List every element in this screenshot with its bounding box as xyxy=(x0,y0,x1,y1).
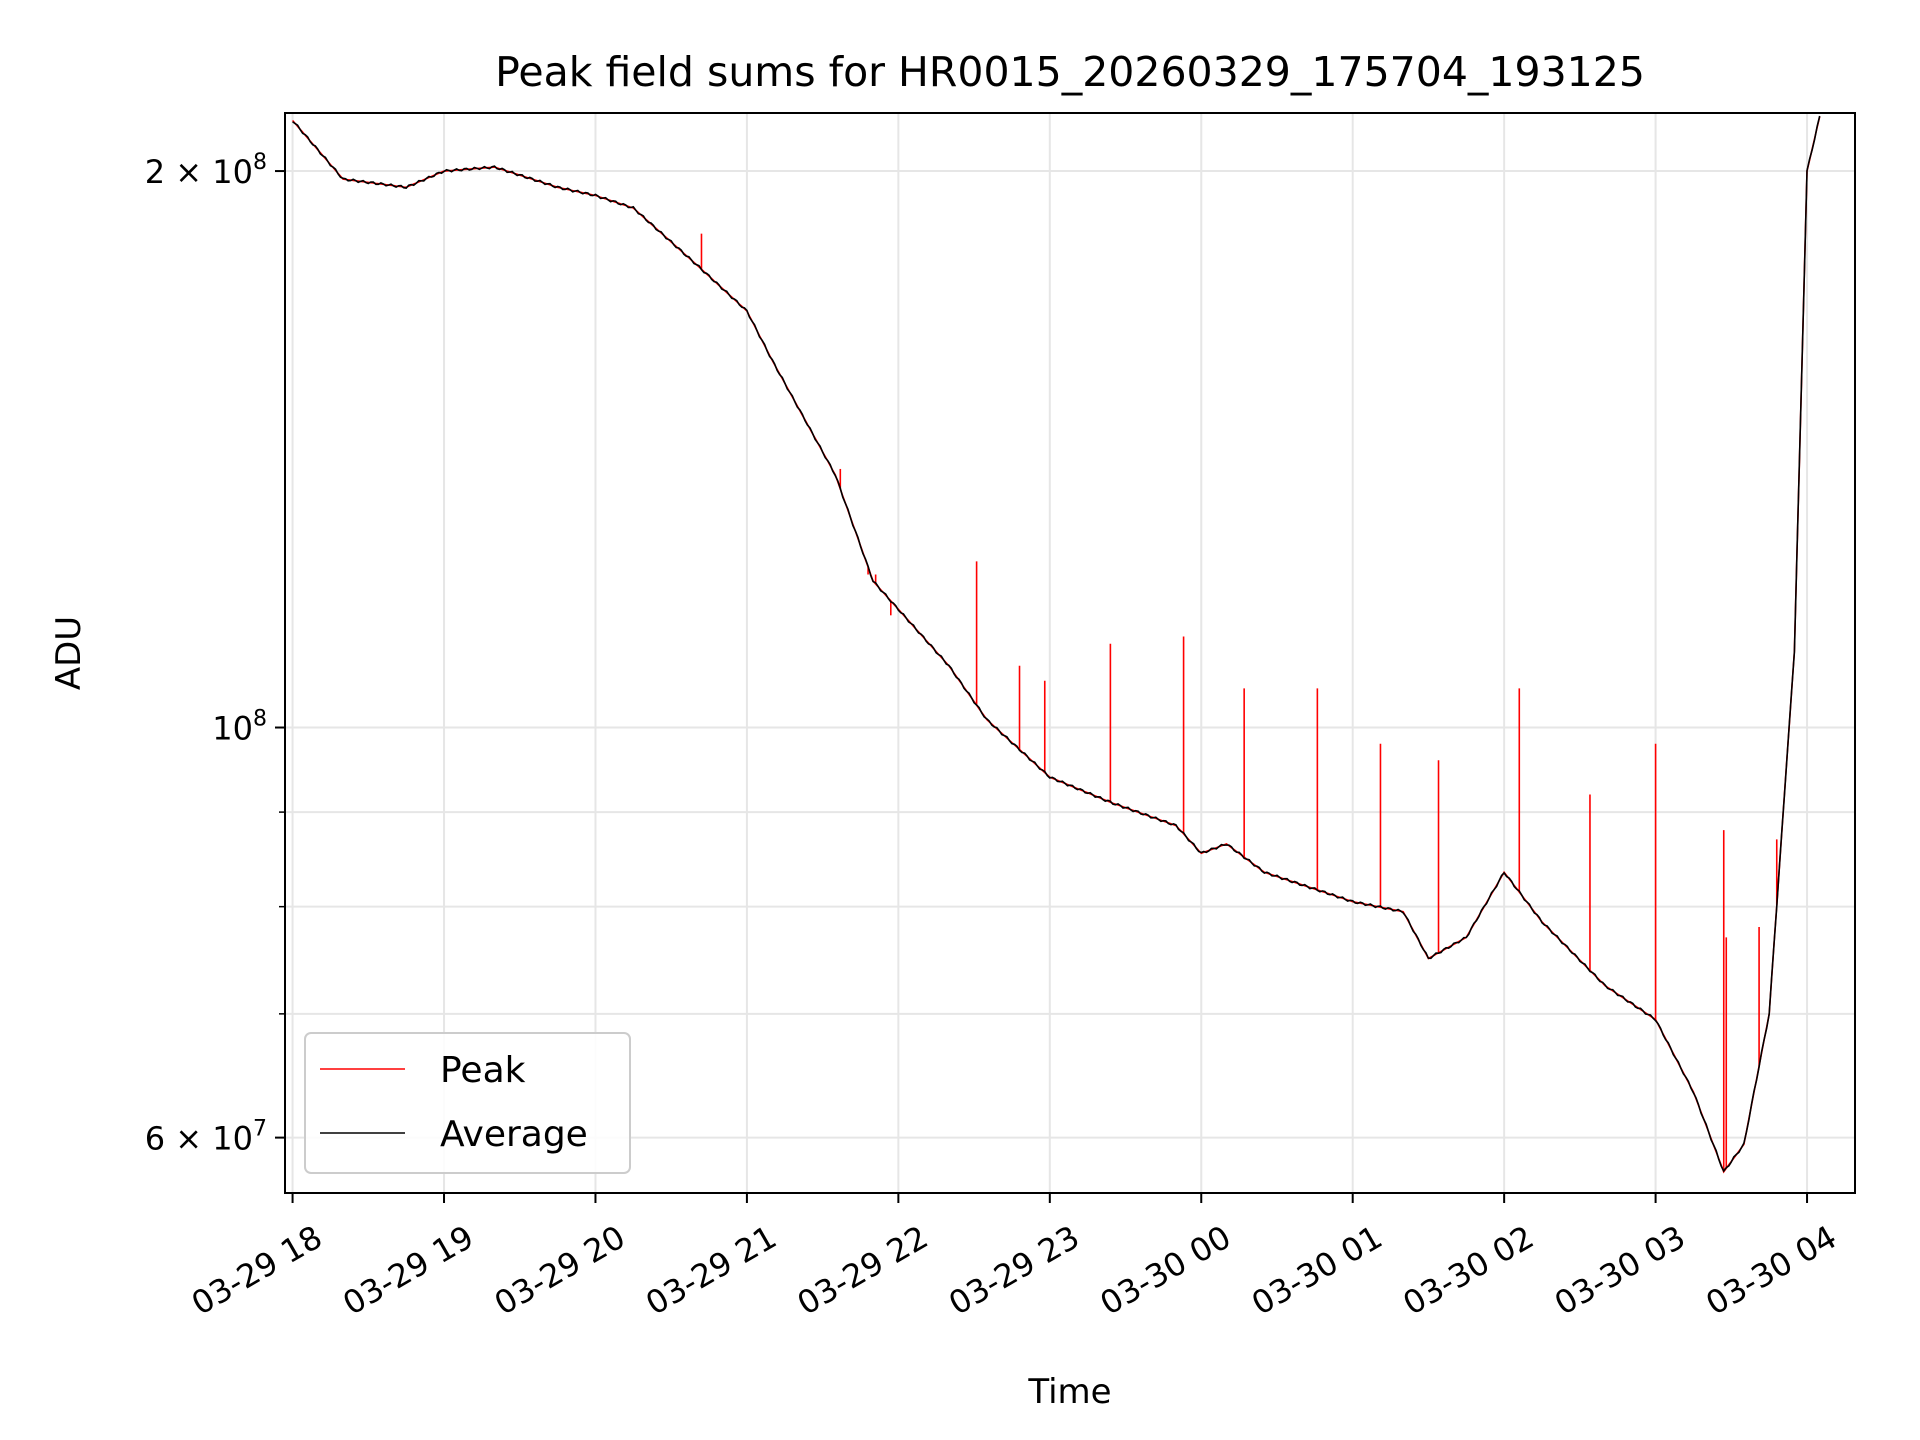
plot-frame xyxy=(284,112,1856,1194)
y-tick-label: 6 × 107 xyxy=(145,1117,267,1158)
x-tick-label: 03-30 01 xyxy=(1245,1218,1389,1323)
x-tick-label: 03-30 00 xyxy=(1094,1218,1238,1323)
plot-background xyxy=(285,113,1855,1193)
y-axis-label: ADU xyxy=(49,616,89,690)
series-layer xyxy=(291,115,1821,1174)
x-tick-label: 03-29 18 xyxy=(185,1218,329,1323)
chart-title: Peak field sums for HR0015_20260329_1757… xyxy=(495,48,1645,96)
x-tick-label: 03-29 20 xyxy=(488,1218,632,1323)
y-tick-label: 108 xyxy=(212,707,267,748)
legend: Peak Average xyxy=(304,1032,631,1174)
x-tick-label: 03-30 04 xyxy=(1699,1218,1843,1323)
legend-average-label: Average xyxy=(440,1114,588,1155)
x-tick-label: 03-29 19 xyxy=(336,1218,480,1323)
x-tick-label: 03-30 03 xyxy=(1548,1218,1692,1323)
y-tick-label: 2 × 108 xyxy=(145,150,267,191)
x-tick-label: 03-29 23 xyxy=(942,1218,1086,1323)
grid-layer xyxy=(285,113,1855,1193)
y-axis: 2 × 108 108 6 × 107 xyxy=(145,150,285,1158)
x-tick-label: 03-30 02 xyxy=(1397,1218,1541,1323)
x-tick-label: 03-29 21 xyxy=(639,1218,783,1323)
average-series-line xyxy=(292,115,1821,1173)
x-axis-label: Time xyxy=(1027,1372,1111,1412)
x-tick-label: 03-29 22 xyxy=(791,1218,935,1323)
x-axis: 03-29 18 03-29 19 03-29 20 03-29 21 03-29 22… xyxy=(185,1193,1843,1323)
legend-peak-label: Peak xyxy=(440,1050,526,1091)
legend-box xyxy=(304,1032,631,1174)
